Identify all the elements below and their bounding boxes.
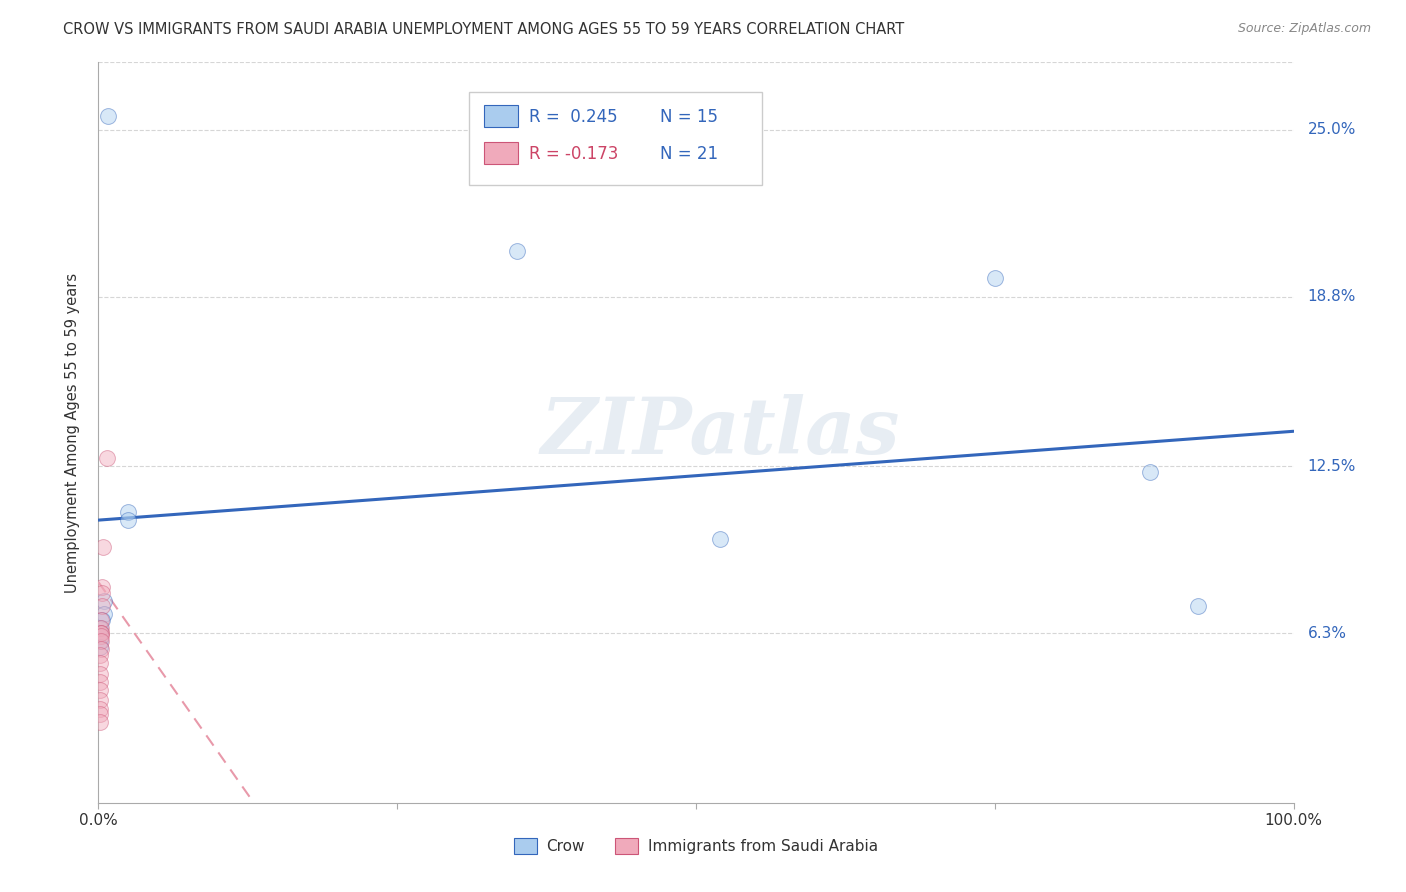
Point [90, 629, 112, 643]
Point [89, 648, 111, 662]
Text: N = 15: N = 15 [661, 108, 718, 127]
Text: 25.0%: 25.0% [1308, 122, 1355, 137]
Point [90, 634, 112, 648]
Point [1139, 465, 1161, 479]
Point [91, 581, 114, 595]
Text: ZIPatlas: ZIPatlas [540, 394, 900, 471]
Text: 18.8%: 18.8% [1308, 289, 1355, 304]
Point [91, 586, 114, 600]
Point [984, 270, 1007, 285]
Legend: Crow, Immigrants from Saudi Arabia: Crow, Immigrants from Saudi Arabia [506, 830, 886, 862]
Point [89, 682, 111, 697]
Point [1187, 599, 1209, 614]
Point [96, 451, 118, 466]
Point [117, 505, 139, 519]
Point [89, 714, 111, 729]
Point [89, 656, 111, 670]
Text: R =  0.245: R = 0.245 [529, 108, 617, 127]
Text: 6.3%: 6.3% [1308, 625, 1347, 640]
Point [89, 666, 111, 681]
Point [89, 640, 111, 654]
Point [89, 701, 111, 715]
Point [89, 626, 111, 640]
Point [506, 244, 529, 258]
Point [90, 613, 112, 627]
Text: CROW VS IMMIGRANTS FROM SAUDI ARABIA UNEMPLOYMENT AMONG AGES 55 TO 59 YEARS CORR: CROW VS IMMIGRANTS FROM SAUDI ARABIA UNE… [63, 22, 904, 37]
Point [89, 674, 111, 689]
Point [93, 594, 115, 608]
Text: N = 21: N = 21 [661, 145, 718, 163]
Point [89, 706, 111, 721]
Point [89, 621, 111, 635]
Point [90, 626, 112, 640]
Point [117, 513, 139, 527]
Point [91, 613, 114, 627]
Point [709, 532, 731, 546]
Bar [485, 104, 517, 127]
Point [90, 621, 112, 635]
Text: R = -0.173: R = -0.173 [529, 145, 619, 163]
Point [90, 626, 112, 640]
Text: 12.5%: 12.5% [1308, 458, 1355, 474]
Point [89, 634, 111, 648]
Point [91, 599, 114, 614]
Point [89, 693, 111, 707]
Point [97, 109, 120, 123]
Bar [485, 142, 517, 164]
Point [93, 607, 115, 622]
Point [91, 540, 114, 554]
FancyBboxPatch shape [470, 92, 762, 185]
Y-axis label: Unemployment Among Ages 55 to 59 years: Unemployment Among Ages 55 to 59 years [65, 273, 80, 592]
Point [90, 642, 112, 657]
Text: Source: ZipAtlas.com: Source: ZipAtlas.com [1237, 22, 1371, 36]
